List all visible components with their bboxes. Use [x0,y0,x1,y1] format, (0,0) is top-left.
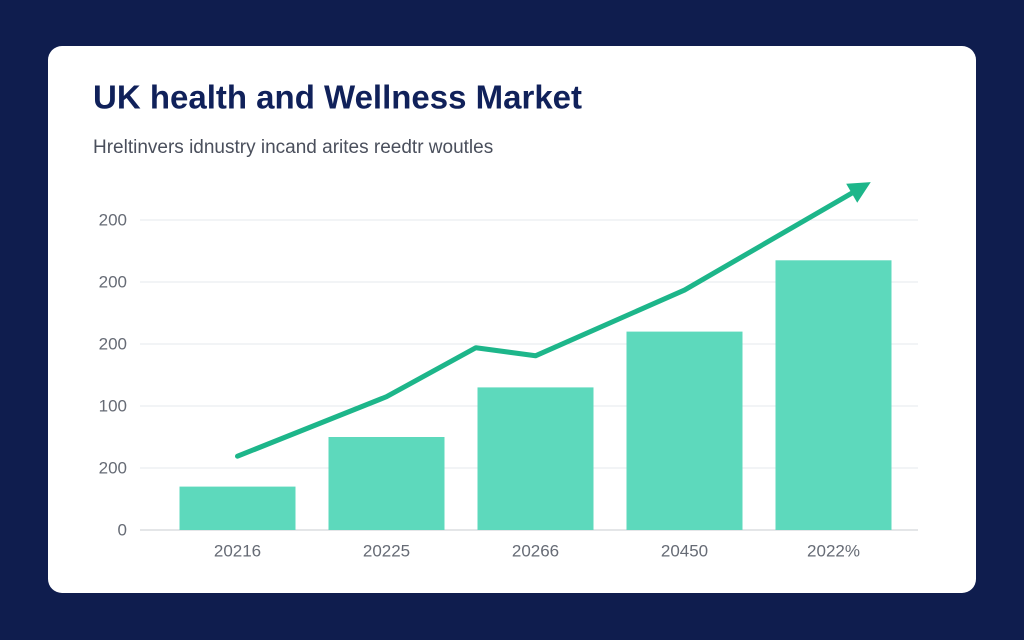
y-tick-label: 200 [99,458,127,477]
y-tick-label: 200 [99,210,127,229]
bar [477,387,594,530]
chart-title: UK health and Wellness Market [93,79,582,116]
bar [775,260,892,530]
chart-subtitle: Hreltinvers idnustry incand arites reedt… [93,137,493,158]
y-tick-label: 200 [99,334,127,353]
x-tick-label: 20266 [512,541,559,560]
x-tick-label: 20450 [661,541,708,560]
x-tick-label: 20225 [363,541,410,560]
bar [179,486,296,530]
x-tick-label: 20216 [214,541,261,560]
y-tick-label: 0 [118,520,127,539]
bar [626,331,743,530]
arrowhead [846,182,871,203]
bar [328,437,445,530]
trend-line [235,186,862,459]
y-tick-label: 100 [99,396,127,415]
x-tick-label: 2022% [807,541,860,560]
y-tick-label: 200 [99,272,127,291]
